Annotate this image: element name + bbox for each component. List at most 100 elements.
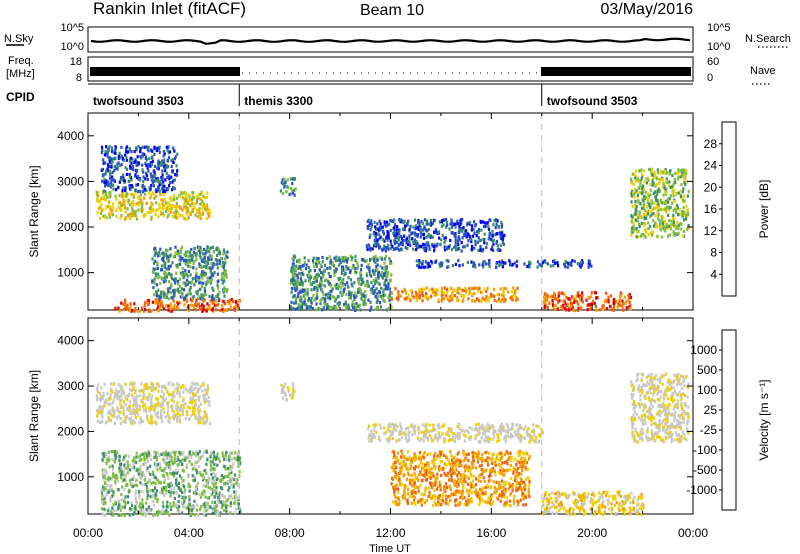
data-cell <box>335 255 338 259</box>
data-cell <box>377 294 380 298</box>
data-cell <box>342 288 345 292</box>
data-cell <box>337 304 341 308</box>
data-cell <box>647 209 650 213</box>
data-cell <box>177 494 181 498</box>
data-cell <box>488 296 491 300</box>
data-cell <box>161 173 164 177</box>
data-cell <box>136 196 140 200</box>
data-cell <box>198 265 201 269</box>
data-cell <box>215 504 218 508</box>
data-cell <box>124 301 127 305</box>
data-cell <box>648 182 652 186</box>
data-cell <box>133 421 136 425</box>
data-cell <box>412 225 415 229</box>
data-cell <box>202 281 205 285</box>
nsearch-tick-top: 10^5 <box>707 22 731 34</box>
data-cell <box>132 404 135 408</box>
data-cell <box>428 222 431 226</box>
data-cell <box>170 175 173 179</box>
data-cell <box>149 205 153 209</box>
data-cell <box>100 386 103 390</box>
data-cell <box>659 189 662 193</box>
data-cell <box>199 250 202 254</box>
data-cell <box>381 296 384 300</box>
data-cell <box>367 243 370 247</box>
data-cell <box>230 482 233 487</box>
data-cell <box>212 482 215 486</box>
data-cell <box>528 262 531 266</box>
data-cell <box>640 191 643 195</box>
data-cell <box>465 234 468 238</box>
data-cell <box>207 256 210 260</box>
data-cell <box>643 229 646 233</box>
data-cell <box>411 237 414 241</box>
data-cell <box>580 263 583 267</box>
data-cell <box>514 289 517 293</box>
data-cell <box>154 177 158 181</box>
data-cell <box>190 385 193 389</box>
data-cell <box>178 277 182 281</box>
data-cell <box>369 233 372 237</box>
data-cell <box>477 289 480 293</box>
data-cell <box>504 287 508 291</box>
data-cell <box>138 455 141 459</box>
data-cell <box>156 414 159 418</box>
data-cell <box>167 202 170 206</box>
data-cell <box>492 287 495 291</box>
data-cell <box>326 303 329 307</box>
data-cell <box>649 231 652 235</box>
data-cell <box>238 299 241 303</box>
data-cell <box>585 298 588 302</box>
data-cell <box>223 288 226 292</box>
data-cell <box>150 217 153 221</box>
data-cell <box>676 177 679 181</box>
data-cell <box>186 409 189 414</box>
data-cell <box>488 234 491 238</box>
data-cell <box>643 194 646 198</box>
data-cell <box>451 231 455 235</box>
data-cell <box>119 508 122 512</box>
data-cell <box>168 309 171 313</box>
data-cell <box>423 243 426 247</box>
data-cell <box>134 489 138 493</box>
data-cell <box>152 209 155 213</box>
data-cell <box>457 235 460 239</box>
data-cell <box>175 196 179 200</box>
data-cell <box>124 188 127 192</box>
data-cell <box>630 177 633 181</box>
data-cell <box>485 245 488 250</box>
data-cell <box>556 264 560 268</box>
data-cell <box>154 403 158 407</box>
data-cell <box>319 280 322 284</box>
data-cell <box>194 213 197 217</box>
data-cell <box>149 194 153 198</box>
data-cell <box>418 224 421 228</box>
data-cell <box>102 485 105 489</box>
data-cell <box>436 292 439 296</box>
data-cell <box>618 303 622 307</box>
data-cell <box>189 265 192 269</box>
data-cell <box>669 193 672 198</box>
data-cell <box>130 184 133 188</box>
data-cell <box>172 299 175 303</box>
data-cell <box>137 145 140 149</box>
data-cell <box>408 234 411 238</box>
data-cell <box>107 148 110 152</box>
data-cell <box>174 451 177 455</box>
data-cell <box>169 254 172 258</box>
data-cell <box>196 452 199 456</box>
colorbar-tick-label: 20 <box>704 180 718 194</box>
data-cell <box>165 455 168 459</box>
data-cell <box>104 198 107 202</box>
data-cell <box>488 264 491 269</box>
data-cell <box>376 292 379 296</box>
data-cell <box>280 391 283 395</box>
data-cell <box>137 190 140 194</box>
data-cell <box>172 295 175 299</box>
data-cell <box>683 213 686 217</box>
data-cell <box>457 286 460 290</box>
data-cell <box>174 251 177 255</box>
data-cell <box>418 259 421 263</box>
data-cell <box>403 234 406 238</box>
data-cell <box>169 501 172 506</box>
